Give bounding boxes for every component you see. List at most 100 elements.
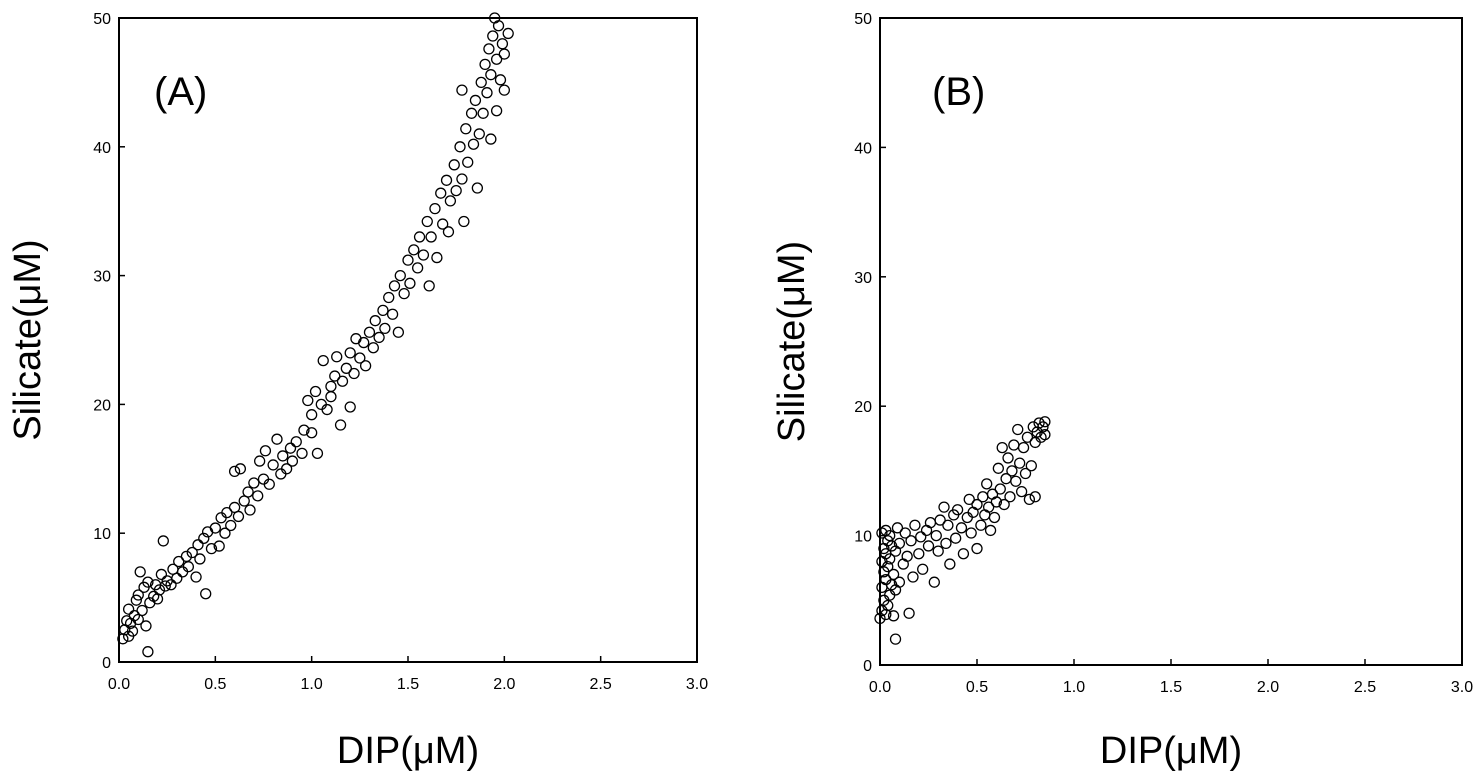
data-point <box>975 519 987 531</box>
data-point <box>944 558 956 570</box>
y-tick-label: 0 <box>102 655 111 672</box>
data-point <box>317 354 329 367</box>
data-point <box>498 48 510 60</box>
data-point <box>907 571 919 583</box>
data-point <box>1021 431 1034 443</box>
data-point <box>901 550 913 562</box>
x-tick-label: 0.5 <box>966 679 988 696</box>
data-point <box>259 445 272 457</box>
data-point <box>325 391 337 403</box>
x-tick-label: 2.5 <box>1354 679 1376 696</box>
panel-label: (A) <box>154 70 207 114</box>
data-point <box>423 280 435 292</box>
data-point <box>1008 439 1020 451</box>
data-point <box>498 84 510 96</box>
data-point <box>157 535 169 547</box>
data-point <box>344 347 356 359</box>
x-axis-title: DIP(μM) <box>337 730 479 772</box>
data-point <box>485 69 497 81</box>
data-point <box>481 87 493 99</box>
data-point <box>460 123 472 135</box>
data-point <box>431 251 443 264</box>
data-point <box>363 326 376 338</box>
data-point <box>128 609 141 622</box>
data-point <box>1019 467 1032 480</box>
data-point <box>350 333 362 345</box>
data-point <box>444 195 457 207</box>
data-point <box>242 486 254 498</box>
data-point <box>379 322 391 335</box>
y-tick-label: 30 <box>854 270 872 287</box>
data-point <box>1037 421 1049 433</box>
data-point <box>1014 457 1026 469</box>
data-point <box>950 532 962 544</box>
data-point <box>311 447 324 459</box>
data-point <box>306 427 318 439</box>
data-point <box>903 607 915 619</box>
data-point <box>153 584 166 596</box>
data-point <box>340 362 352 374</box>
x-tick-label: 2.0 <box>493 676 515 693</box>
y-tick-label: 30 <box>93 269 111 286</box>
data-point <box>450 184 462 197</box>
data-point <box>1039 429 1051 441</box>
data-point <box>413 231 426 243</box>
data-point <box>130 594 142 606</box>
data-point <box>194 553 206 565</box>
data-point <box>296 447 308 459</box>
data-point <box>475 76 487 89</box>
data-point <box>448 159 460 171</box>
data-point <box>876 581 888 594</box>
data-point <box>971 498 983 511</box>
data-point <box>408 244 420 256</box>
data-point <box>205 543 218 555</box>
data-point <box>1039 416 1051 428</box>
data-point <box>321 403 333 416</box>
data-point <box>1004 491 1016 503</box>
data-point <box>440 174 453 186</box>
data-point <box>1029 436 1041 449</box>
data-point <box>171 572 183 584</box>
data-point <box>454 141 466 153</box>
x-tick-label: 1.5 <box>1160 679 1182 696</box>
data-point <box>325 380 337 393</box>
plot-frame <box>879 17 1463 666</box>
data-point <box>915 531 927 543</box>
data-point <box>404 277 416 289</box>
y-tick-label: 20 <box>93 397 111 414</box>
x-tick-label: 0.5 <box>204 676 226 693</box>
data-point <box>392 326 405 338</box>
data-point <box>979 509 991 521</box>
data-point <box>388 280 401 292</box>
data-point <box>897 558 909 570</box>
data-point <box>988 511 1001 524</box>
x-tick-label: 2.0 <box>1257 679 1279 696</box>
data-point <box>286 455 299 467</box>
data-point <box>334 419 347 431</box>
data-point <box>458 215 470 228</box>
data-point <box>951 504 964 516</box>
data-point <box>344 401 356 413</box>
y-tick-label: 10 <box>93 526 111 543</box>
data-point <box>383 291 395 304</box>
data-point <box>887 610 900 622</box>
data-point <box>496 38 509 50</box>
data-point <box>244 504 256 516</box>
data-point <box>253 455 266 467</box>
data-point <box>971 542 983 555</box>
data-point <box>359 360 372 372</box>
x-tick-label: 0.0 <box>108 676 130 693</box>
data-point <box>429 202 441 215</box>
data-point <box>435 187 447 199</box>
data-point <box>398 287 410 300</box>
data-point <box>421 215 433 228</box>
data-point <box>893 576 906 588</box>
data-point <box>932 545 944 557</box>
data-point <box>957 548 970 560</box>
data-point <box>192 539 204 551</box>
data-point <box>213 540 225 552</box>
data-point <box>159 580 171 592</box>
y-axis-title: Silicate(μM) <box>771 241 813 442</box>
data-point <box>228 465 241 478</box>
data-point <box>1010 475 1022 487</box>
